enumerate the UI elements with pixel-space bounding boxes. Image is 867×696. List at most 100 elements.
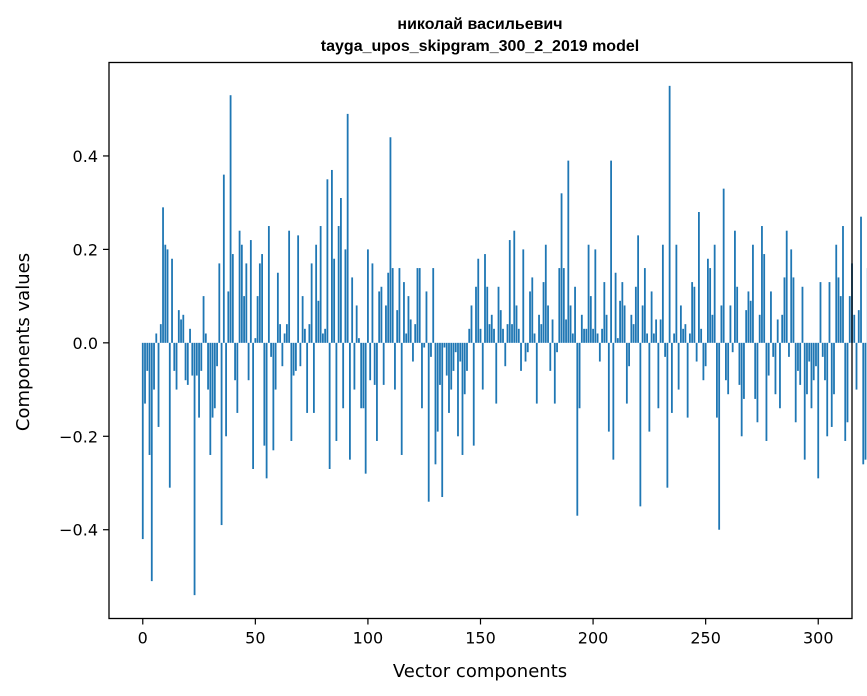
bar-261 [729, 305, 732, 343]
bar-21 [189, 328, 191, 343]
bar-234 [668, 85, 671, 343]
bar-316 [853, 314, 856, 343]
bar-78 [317, 300, 320, 343]
bar-18 [182, 314, 185, 343]
bar-200 [592, 328, 594, 343]
bar-133 [441, 342, 444, 498]
bar-28 [204, 333, 207, 343]
bar-202 [596, 333, 599, 343]
bar-77 [315, 244, 318, 343]
bar-300 [817, 342, 820, 479]
bar-1 [144, 342, 146, 404]
bar-257 [720, 305, 723, 343]
bar-294 [803, 342, 806, 460]
bar-33 [216, 342, 218, 367]
bar-54 [263, 342, 266, 446]
bar-68 [294, 342, 297, 371]
bar-50 [254, 338, 257, 343]
bar-32 [213, 342, 216, 409]
bar-148 [475, 286, 477, 343]
bar-259 [725, 342, 727, 381]
bar-278 [767, 342, 770, 376]
bar-72 [303, 328, 306, 343]
bar-312 [844, 342, 847, 441]
bar-272 [754, 342, 757, 399]
bar-141 [459, 342, 462, 362]
bar-17 [180, 319, 182, 343]
bar-122 [416, 268, 419, 343]
bar-281 [774, 342, 777, 395]
bar-204 [601, 328, 603, 343]
bar-192 [574, 286, 576, 343]
bar-274 [758, 314, 761, 343]
bar-106 [380, 286, 383, 343]
bar-135 [445, 342, 448, 376]
bar-90 [344, 249, 347, 343]
bar-292 [799, 342, 802, 385]
bar-209 [612, 342, 615, 460]
bar-16 [177, 310, 180, 343]
bar-299 [815, 342, 817, 367]
bar-276 [763, 254, 766, 343]
bar-103 [373, 342, 376, 385]
bar-219 [634, 286, 637, 343]
bar-218 [632, 324, 635, 343]
bar-249 [702, 342, 705, 381]
bar-239 [679, 305, 682, 343]
bar-303 [824, 342, 826, 381]
bar-229 [657, 342, 660, 409]
bar-238 [677, 342, 680, 390]
bar-201 [594, 249, 597, 343]
bar-83 [328, 342, 331, 469]
bar-109 [387, 272, 390, 343]
bar-98 [362, 342, 365, 409]
bar-22 [191, 342, 194, 376]
bar-194 [578, 342, 581, 409]
bar-15 [175, 342, 178, 390]
bar-6 [155, 333, 158, 343]
bar-74 [308, 324, 311, 343]
bar-112 [394, 342, 396, 390]
bar-160 [502, 328, 504, 343]
bar-166 [515, 305, 518, 343]
bar-168 [520, 342, 522, 371]
bar-114 [398, 268, 401, 343]
bar-51 [256, 296, 259, 343]
bar-170 [524, 342, 527, 362]
bar-137 [450, 342, 453, 390]
bar-283 [779, 342, 781, 409]
bar-144 [466, 342, 468, 371]
bar-181 [549, 342, 552, 371]
bar-311 [842, 226, 844, 343]
bar-89 [342, 342, 345, 409]
bar-27 [202, 296, 205, 343]
bar-42 [236, 342, 239, 413]
bar-298 [812, 342, 815, 381]
bar-136 [448, 342, 450, 413]
bar-187 [562, 268, 565, 343]
bar-217 [630, 314, 633, 343]
bar-104 [376, 342, 378, 441]
bar-93 [351, 277, 354, 343]
bar-117 [405, 333, 408, 343]
bar-64 [285, 324, 288, 343]
bar-43 [238, 230, 241, 343]
bar-270 [749, 300, 752, 343]
bar-79 [319, 226, 322, 343]
x-axis-label: Vector components [393, 661, 567, 682]
bar-29 [207, 342, 209, 390]
bar-37 [225, 342, 227, 437]
bar-190 [569, 305, 572, 343]
bar-245 [693, 286, 696, 343]
bar-69 [297, 235, 300, 343]
bar-12 [168, 342, 171, 488]
bar-119 [409, 319, 412, 343]
bar-164 [511, 324, 513, 343]
bar-156 [493, 328, 495, 343]
x-tick-label: 100 [353, 629, 384, 648]
bar-252 [709, 268, 712, 343]
bar-30 [209, 342, 212, 455]
x-tick-label: 300 [803, 629, 834, 648]
bar-113 [396, 310, 399, 343]
bar-175 [535, 342, 538, 404]
